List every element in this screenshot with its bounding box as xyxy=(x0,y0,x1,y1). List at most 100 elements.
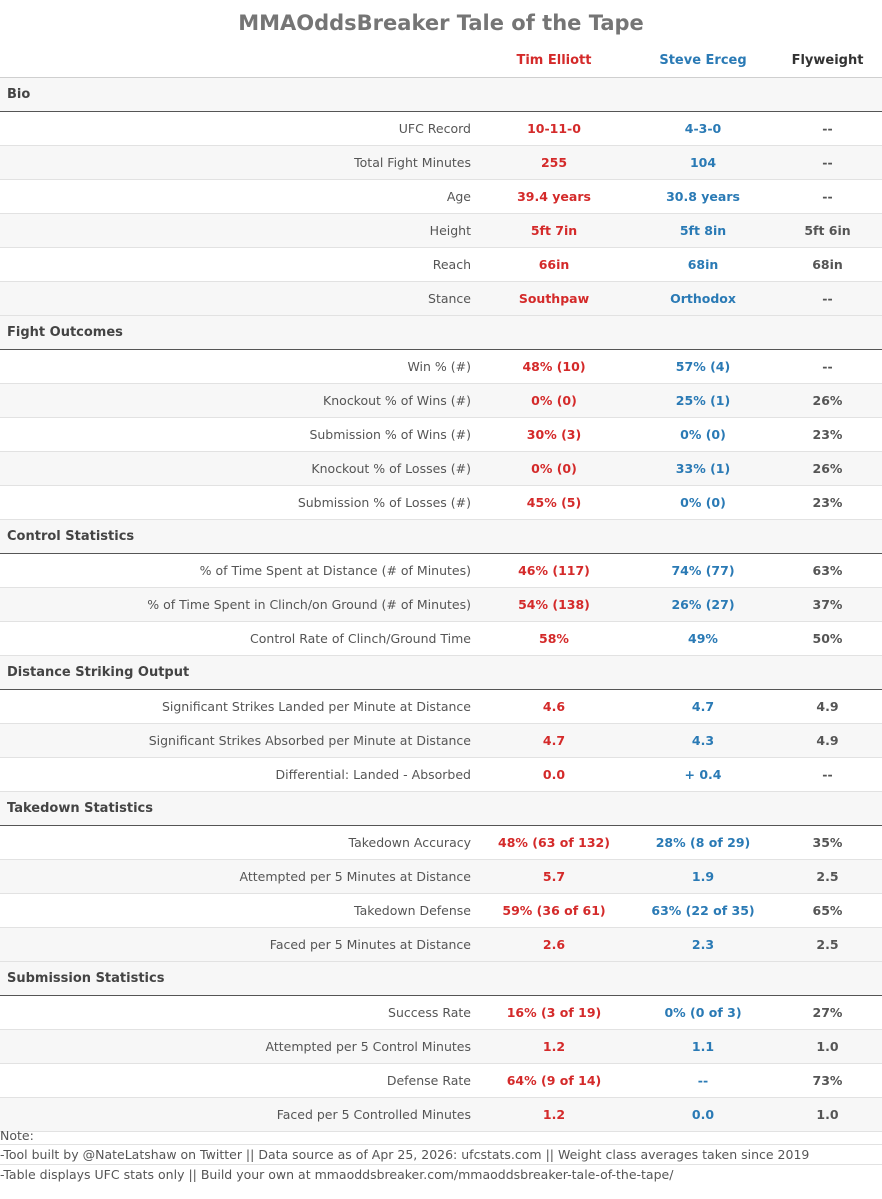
stat-row: Total Fight Minutes 255 104 -- xyxy=(0,146,882,180)
stat-label: Faced per 5 Minutes at Distance xyxy=(269,937,471,952)
fighter1-value: 2.6 xyxy=(542,937,566,952)
fighter2-value: 1.1 xyxy=(691,1039,715,1054)
fighter2-value: 57% (4) xyxy=(675,359,731,374)
note-line-source: -Tool built by @NateLatshaw on Twitter |… xyxy=(0,1144,882,1164)
stat-label: Attempted per 5 Minutes at Distance xyxy=(239,869,471,884)
weight-class-value: -- xyxy=(822,291,833,306)
fighter1-value: 30% (3) xyxy=(526,427,582,442)
stat-row: Differential: Landed - Absorbed 0.0 + 0.4 -… xyxy=(0,758,882,792)
stat-row: Knockout % of Wins (#) 0% (0) 25% (1) 26% xyxy=(0,384,882,418)
fighter1-value: 4.6 xyxy=(542,699,566,714)
stat-row: Significant Strikes Absorbed per Minute … xyxy=(0,724,882,758)
stat-label: Success Rate xyxy=(388,1005,471,1020)
header-divider xyxy=(0,77,882,78)
stat-label: Win % (#) xyxy=(407,359,471,374)
weight-class-value: -- xyxy=(822,767,833,782)
stat-row: UFC Record 10-11-0 4-3-0 -- xyxy=(0,112,882,146)
fighter1-value: 46% (117) xyxy=(518,563,590,578)
stat-label: Significant Strikes Landed per Minute at… xyxy=(161,699,471,714)
weight-class-value: -- xyxy=(822,189,833,204)
section-title: Fight Outcomes xyxy=(7,325,123,340)
stat-label: Defense Rate xyxy=(386,1073,471,1088)
fighter1-value: 1.2 xyxy=(542,1039,566,1054)
weight-class-header: Flyweight xyxy=(791,53,864,68)
weight-class-value: 23% xyxy=(812,427,843,442)
fighter2-value: -- xyxy=(697,1073,709,1088)
stat-row: Age 39.4 years 30.8 years -- xyxy=(0,180,882,214)
weight-class-value: 1.0 xyxy=(816,1107,839,1122)
stat-row: Defense Rate 64% (9 of 14) -- 73% xyxy=(0,1064,882,1098)
fighter2-value: 0% (0 of 3) xyxy=(664,1005,742,1020)
fighter2-value: 68in xyxy=(687,257,719,272)
page-title: MMAOddsBreaker Tale of the Tape xyxy=(238,11,644,35)
fighter2-value: 26% (27) xyxy=(671,597,735,612)
fighter1-value: 58% xyxy=(539,631,569,646)
section-header: Distance Striking Output xyxy=(0,656,882,690)
fighter1-value: 48% (63 of 132) xyxy=(498,835,610,850)
stat-row: Stance Southpaw Orthodox -- xyxy=(0,282,882,316)
stat-row: % of Time Spent in Clinch/on Ground (# o… xyxy=(0,588,882,622)
weight-class-value: 68in xyxy=(812,257,843,272)
note-line-build: -Table displays UFC stats only || Build … xyxy=(0,1164,882,1184)
fighter2-value: 4.3 xyxy=(691,733,715,748)
stat-row: Faced per 5 Controlled Minutes 1.2 0.0 1.0 xyxy=(0,1098,882,1132)
stat-row: Control Rate of Clinch/Ground Time 58% 49%… xyxy=(0,622,882,656)
fighter1-value: 66in xyxy=(538,257,570,272)
stat-label: % of Time Spent in Clinch/on Ground (# o… xyxy=(147,597,471,612)
fighter2-value: 33% (1) xyxy=(675,461,731,476)
stat-label: Submission % of Losses (#) xyxy=(297,495,471,510)
stat-label: Attempted per 5 Control Minutes xyxy=(265,1039,471,1054)
notes-footer: Note: -Tool built by @NateLatshaw on Twi… xyxy=(0,1127,882,1184)
section-header: Bio xyxy=(0,78,882,112)
stat-row: Win % (#) 48% (10) 57% (4) -- xyxy=(0,350,882,384)
fighter2-value: Orthodox xyxy=(670,291,736,306)
stat-label: Differential: Landed - Absorbed xyxy=(275,767,471,782)
stat-row: Takedown Accuracy 48% (63 of 132) 28% (8 o… xyxy=(0,826,882,860)
weight-class-value: 73% xyxy=(812,1073,843,1088)
weight-class-value: 26% xyxy=(812,393,843,408)
weight-class-value: 35% xyxy=(812,835,843,850)
stat-label: UFC Record xyxy=(398,121,471,136)
section-header: Submission Statistics xyxy=(0,962,882,996)
fighter1-value: 0.0 xyxy=(542,767,566,782)
fighter2-value: 104 xyxy=(689,155,717,170)
fighter2-value: 1.9 xyxy=(691,869,715,884)
stat-row: Height 5ft 7in 5ft 8in 5ft 6in xyxy=(0,214,882,248)
fighter1-value: 59% (36 of 61) xyxy=(502,903,606,918)
fighter2-value: 0% (0) xyxy=(680,427,726,442)
weight-class-value: 50% xyxy=(812,631,843,646)
stat-row: Submission % of Wins (#) 30% (3) 0% (0) 23% xyxy=(0,418,882,452)
fighter2-value: 25% (1) xyxy=(675,393,731,408)
fighter1-value: 54% (138) xyxy=(518,597,590,612)
fighter1-value: 4.7 xyxy=(542,733,566,748)
stat-label: Knockout % of Wins (#) xyxy=(323,393,471,408)
fighter1-value: 255 xyxy=(540,155,568,170)
stat-row: Significant Strikes Landed per Minute at… xyxy=(0,690,882,724)
fighter1-value: 39.4 years xyxy=(517,189,591,204)
fighter2-value: 30.8 years xyxy=(666,189,740,204)
weight-class-value: 2.5 xyxy=(816,937,839,952)
weight-class-value: 4.9 xyxy=(816,733,839,748)
fighter1-value: 0% (0) xyxy=(531,393,577,408)
fighter2-value: 74% (77) xyxy=(671,563,735,578)
fighter2-value: 28% (8 of 29) xyxy=(655,835,751,850)
fighter2-value: + 0.4 xyxy=(684,767,722,782)
stat-row: Takedown Defense 59% (36 of 61) 63% (22 of… xyxy=(0,894,882,928)
fighter2-value: 0.0 xyxy=(691,1107,715,1122)
stat-row: Attempted per 5 Minutes at Distance 5.7 1.… xyxy=(0,860,882,894)
weight-class-value: 23% xyxy=(812,495,843,510)
fighter2-value: 0% (0) xyxy=(680,495,726,510)
stat-label: Control Rate of Clinch/Ground Time xyxy=(250,631,471,646)
notes-label: Note: xyxy=(0,1128,34,1143)
stat-row: Submission % of Losses (#) 45% (5) 0% (0) 2… xyxy=(0,486,882,520)
weight-class-value: -- xyxy=(822,359,833,374)
fighter2-value: 63% (22 of 35) xyxy=(651,903,755,918)
fighter1-name-header: Tim Elliott xyxy=(516,53,592,68)
fighter2-value: 5ft 8in xyxy=(679,223,727,238)
section-title: Submission Statistics xyxy=(7,971,165,986)
section-header: Fight Outcomes xyxy=(0,316,882,350)
fighter1-value: 0% (0) xyxy=(531,461,577,476)
stat-row: Faced per 5 Minutes at Distance 2.6 2.3 2.5 xyxy=(0,928,882,962)
weight-class-value: -- xyxy=(822,121,833,136)
fighter1-value: 5.7 xyxy=(542,869,566,884)
